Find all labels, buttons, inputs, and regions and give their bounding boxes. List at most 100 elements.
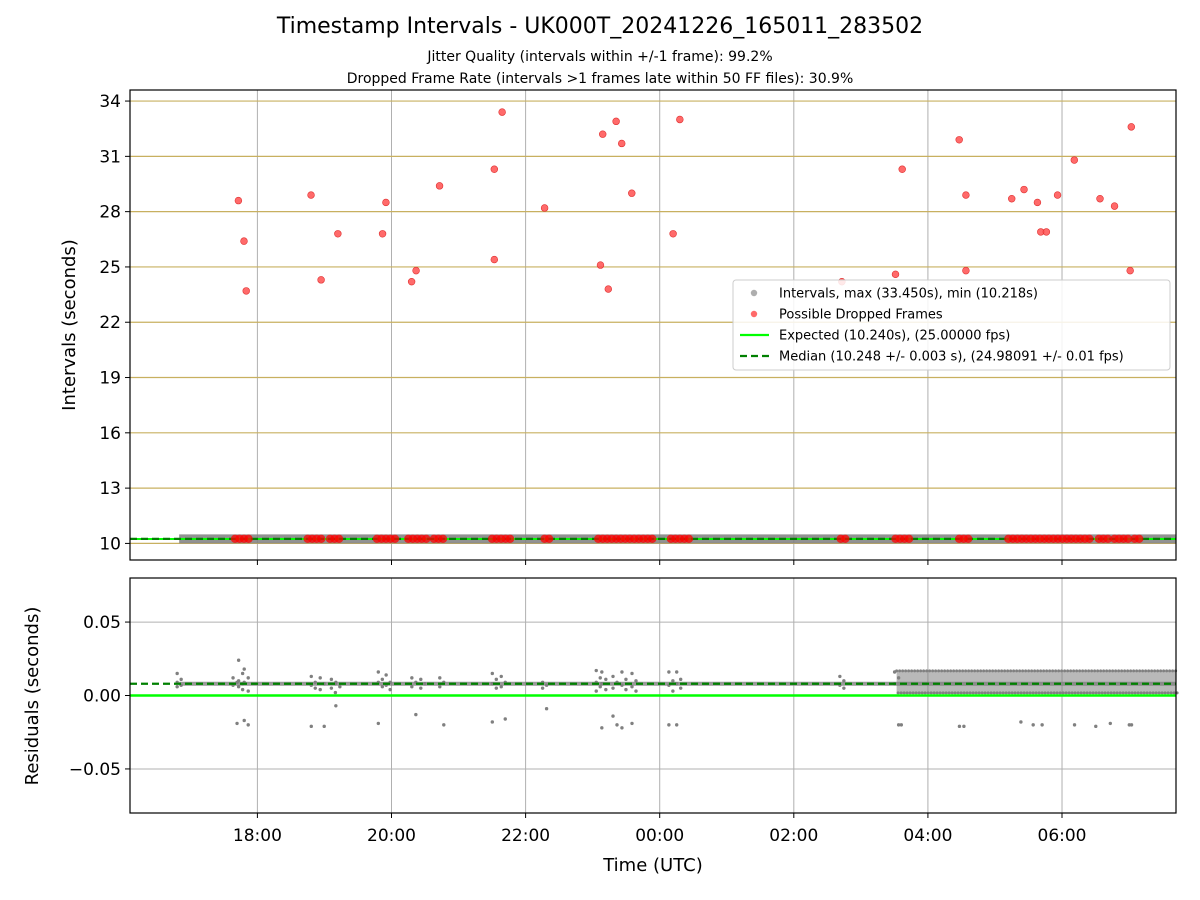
residual-point — [1091, 691, 1095, 695]
residual-point — [1003, 669, 1007, 673]
x-tick-label: 20:00 — [367, 826, 416, 846]
residual-point — [604, 677, 608, 682]
residual-point — [989, 691, 993, 695]
residual-point — [1024, 669, 1028, 673]
residual-point — [410, 676, 414, 680]
bottom-y-tick-label: 0.00 — [83, 687, 121, 707]
dropped-frame-point — [407, 277, 416, 286]
residual-point — [944, 691, 948, 695]
residual-point — [1043, 691, 1047, 695]
residual-point — [1130, 691, 1134, 695]
dropped-frame-point — [962, 266, 970, 275]
top-y-tick-label: 16 — [99, 424, 121, 444]
residual-point — [1057, 669, 1061, 673]
residual-point — [961, 669, 965, 673]
residual-point — [968, 691, 972, 695]
dropped-frame-point — [1042, 228, 1051, 236]
residual-point — [1163, 691, 1167, 695]
dropped-frame-point — [669, 230, 677, 238]
residual-point — [982, 669, 986, 673]
residual-point — [1076, 691, 1080, 695]
residual-point — [1040, 691, 1044, 695]
residual-point — [246, 676, 250, 680]
residual-point — [1160, 691, 1164, 695]
residual-point — [1028, 691, 1032, 695]
residual-point — [667, 670, 671, 674]
residual-point — [598, 676, 602, 680]
residual-point — [988, 669, 992, 673]
residual-point — [1064, 691, 1068, 695]
top-y-tick-label: 28 — [99, 203, 121, 223]
residual-point — [976, 669, 980, 673]
residual-point — [1052, 691, 1056, 695]
residual-point — [1117, 669, 1121, 673]
residual-point — [309, 724, 313, 729]
residual-point — [1037, 691, 1041, 695]
residual-point — [1126, 669, 1130, 673]
residual-point — [949, 669, 953, 673]
residual-point — [957, 724, 962, 729]
residual-point — [934, 669, 938, 673]
residual-point — [1075, 669, 1079, 673]
dropped-frame-point — [898, 165, 906, 173]
residuals-panel: 18:00 20:00 22:00 00:00 02:00 04:00 06:00 0.05 0… — [69, 577, 1179, 846]
residual-point — [1072, 669, 1076, 673]
residual-point — [838, 674, 842, 679]
residual-point — [946, 669, 950, 673]
residual-point — [490, 720, 495, 724]
residual-point — [1031, 723, 1035, 727]
residual-point — [1145, 691, 1149, 695]
legend-label: Expected (10.240s), (25.00000 fps) — [779, 329, 1010, 344]
dropped-frame-point — [438, 534, 448, 544]
residual-point — [899, 691, 903, 695]
residual-point — [240, 687, 245, 692]
residual-point — [615, 723, 619, 727]
residual-point — [941, 691, 945, 695]
residual-point — [1120, 669, 1124, 673]
residual-point — [333, 690, 338, 695]
residual-point — [842, 679, 846, 683]
dropped-frame-point — [1134, 534, 1144, 544]
residual-point — [499, 674, 503, 679]
residual-point — [1027, 669, 1031, 673]
residual-point — [380, 684, 385, 689]
residual-point — [943, 669, 947, 673]
residual-point — [1084, 669, 1088, 673]
residual-point — [410, 684, 414, 689]
residual-point — [1006, 669, 1010, 673]
residual-point — [983, 691, 987, 695]
residual-point — [1066, 669, 1070, 673]
residual-point — [905, 691, 909, 695]
residual-point — [1115, 691, 1119, 695]
residual-point — [594, 668, 598, 673]
dropped-frame-point — [1126, 266, 1134, 275]
residual-point — [1150, 669, 1154, 673]
residual-point — [175, 684, 179, 689]
residual-point — [1000, 669, 1004, 673]
residual-point — [630, 684, 634, 689]
residual-point — [964, 669, 968, 673]
residual-point — [675, 670, 679, 674]
residual-point — [604, 687, 608, 692]
residual-point — [899, 723, 904, 727]
residual-point — [910, 669, 914, 673]
residual-point — [1085, 691, 1089, 695]
residual-point — [1096, 669, 1100, 673]
residual-point — [236, 679, 241, 683]
residual-point — [914, 691, 918, 695]
residual-point — [1106, 691, 1110, 695]
dropped-frame-point — [1123, 534, 1133, 544]
residual-point — [923, 691, 927, 695]
residual-point — [940, 669, 944, 673]
residual-point — [540, 686, 545, 690]
dropped-frame-point — [540, 204, 549, 212]
residual-point — [1015, 669, 1019, 673]
residual-point — [179, 677, 183, 682]
residual-point — [1159, 669, 1163, 673]
residual-point — [938, 691, 942, 695]
dropped-frame-point — [904, 534, 914, 544]
residual-point — [334, 704, 338, 708]
top-y-tick-label: 31 — [99, 147, 121, 167]
residual-point — [1082, 691, 1086, 695]
residual-point — [1078, 669, 1082, 673]
